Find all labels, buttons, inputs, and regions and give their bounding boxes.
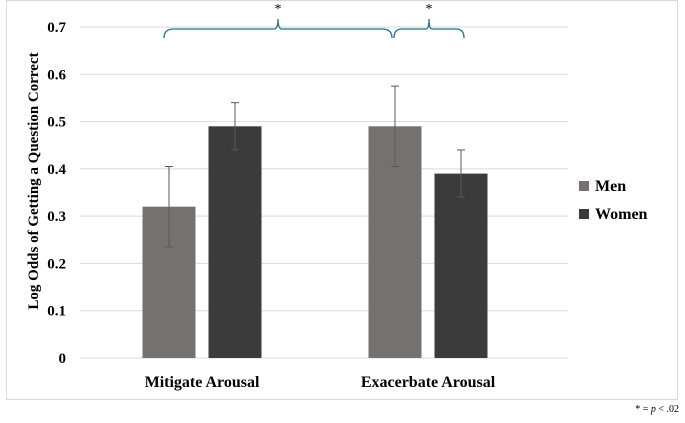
y-tick-label: 0.5 <box>47 115 66 131</box>
bracket-between-conditions <box>163 18 393 39</box>
legend-swatch-men <box>579 181 589 191</box>
bracket-men-vs-women <box>393 18 465 39</box>
y-tick-label: 0 <box>59 351 67 367</box>
x-category-label: Mitigate Arousal <box>145 374 260 391</box>
bar-women <box>208 126 262 358</box>
bar-women <box>434 173 488 358</box>
footnote-p: p <box>650 404 656 415</box>
legend-label-men: Men <box>595 178 626 195</box>
footnote: * = p < .02 <box>635 404 679 415</box>
legend-label-women: Women <box>595 206 648 223</box>
chart-frame <box>6 0 678 400</box>
y-tick-label: 0.2 <box>47 256 66 272</box>
legend-swatch-women <box>579 209 589 219</box>
significance-star: * <box>275 2 282 17</box>
footnote-suffix: < .02 <box>655 404 679 415</box>
y-axis-label: Log Odds of Getting a Question Correct <box>26 52 42 309</box>
y-tick-label: 0.6 <box>47 67 66 83</box>
x-category-labels: Mitigate Arousal Exacerbate Arousal <box>145 374 496 391</box>
y-tick-labels: 0 0.1 0.2 0.3 0.4 0.5 0.6 0.7 <box>47 20 66 367</box>
bars <box>142 126 488 358</box>
significance-brackets: * * <box>163 2 465 39</box>
y-tick-label: 0.7 <box>47 20 66 36</box>
legend: Men Women <box>579 178 648 223</box>
significance-star: * <box>426 2 433 17</box>
error-bars <box>165 85 465 248</box>
y-tick-label: 0.3 <box>47 209 66 225</box>
y-tick-label: 0.1 <box>47 304 66 320</box>
y-tick-label: 0.4 <box>47 162 66 178</box>
x-category-label: Exacerbate Arousal <box>361 374 496 391</box>
footnote-prefix: * = <box>635 404 651 415</box>
